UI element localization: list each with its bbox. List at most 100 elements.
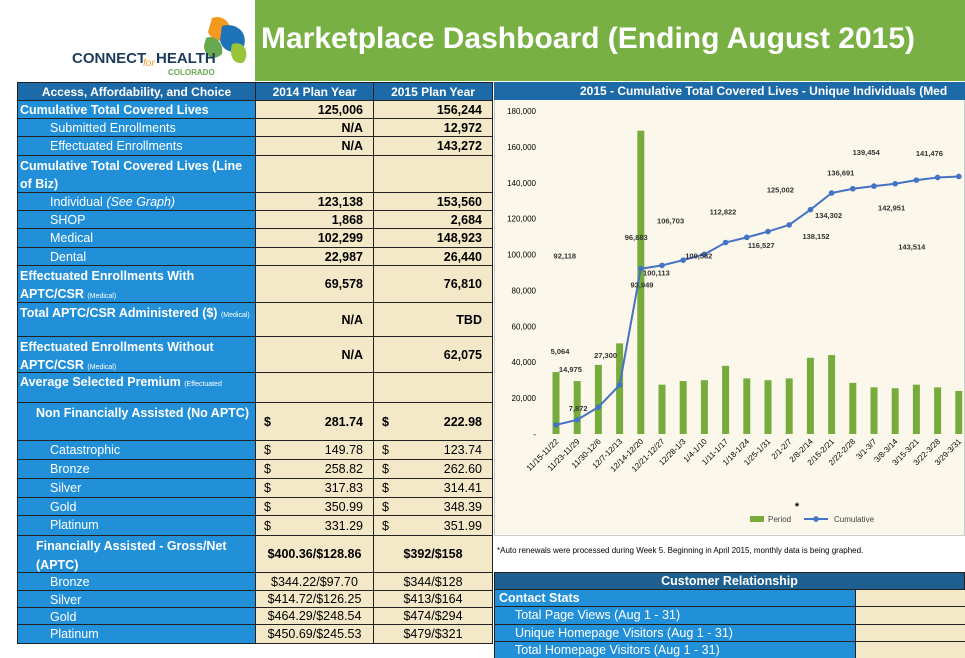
point xyxy=(595,404,602,410)
label-note: (Effectuated Enrollments) xyxy=(184,381,222,388)
bar xyxy=(891,388,899,434)
row-label: Dental xyxy=(17,247,256,266)
value-cell: 156,244 xyxy=(373,100,493,119)
value-cell: 143,272 xyxy=(373,136,493,156)
data-label: 139,454 xyxy=(853,148,881,157)
value-cell: $392/$158 xyxy=(373,535,493,573)
bar xyxy=(616,343,624,434)
section-header: Customer Relationship xyxy=(494,572,965,590)
bar xyxy=(594,364,602,434)
currency: $ xyxy=(264,443,271,457)
label-text: Platinum xyxy=(50,518,99,532)
y-tick-label: 120,000 xyxy=(507,215,536,224)
label-note: (Medical) xyxy=(87,364,117,371)
label-text: Catastrophic xyxy=(50,443,121,457)
section-label: Contact Stats xyxy=(494,589,856,607)
page-title: Marketplace Dashboard (Ending August 201… xyxy=(255,0,965,81)
value-cell xyxy=(855,589,965,607)
y-tick-label: 100,000 xyxy=(507,251,536,260)
data-label: 109,582 xyxy=(685,251,712,260)
row-label: Effectuated Enrollments With APTC/CSR (M… xyxy=(17,265,256,303)
label-text: Gold xyxy=(50,500,77,514)
value-cell: 62,075 xyxy=(373,336,493,373)
label-text: Bronze xyxy=(50,462,90,476)
bar xyxy=(934,387,942,434)
legend-label: Period xyxy=(768,515,791,524)
row-label: Total Page Views (Aug 1 - 31) xyxy=(494,606,856,625)
chart-panel xyxy=(494,82,965,536)
amount: 317.83 xyxy=(324,481,363,495)
point xyxy=(807,206,814,213)
bar xyxy=(764,380,772,434)
point xyxy=(574,417,580,423)
value-cell: $262.60 xyxy=(373,459,493,479)
bar xyxy=(722,365,730,434)
y-tick-label: 20,000 xyxy=(512,394,537,403)
amount: 149.78 xyxy=(324,443,363,457)
data-label: 134,302 xyxy=(815,211,842,220)
row-label: Total Homepage Visitors (Aug 1 - 31) xyxy=(494,641,856,658)
row-label: Total APTC/CSR Administered ($) (Medical… xyxy=(17,302,256,337)
label-text: Individual xyxy=(50,195,103,209)
currency: $ xyxy=(264,462,271,476)
label-text: Financially Assisted - Gross/Net (APTC) xyxy=(36,539,227,572)
legend-label: Cumulative xyxy=(834,515,875,524)
amount: 123.74 xyxy=(443,443,482,457)
value-cell: $474/$294 xyxy=(373,607,493,625)
point xyxy=(744,234,750,241)
label-text: Non Financially Assisted (No APTC) xyxy=(36,406,249,420)
data-label: 138,152 xyxy=(802,232,829,241)
bar xyxy=(700,380,708,434)
amount: 350.99 xyxy=(324,499,363,514)
label-text: Platinum xyxy=(50,627,99,641)
label-note: (Medical) xyxy=(220,312,250,319)
point xyxy=(659,262,665,269)
bar xyxy=(912,384,920,434)
bar xyxy=(955,390,963,434)
amount: 281.74 xyxy=(324,414,363,429)
value-cell: $450.69/$245.53 xyxy=(255,624,374,644)
data-label: 96,883 xyxy=(625,233,648,242)
currency: $ xyxy=(264,499,271,514)
currency: $ xyxy=(264,414,271,429)
label-text: Average Selected Premium xyxy=(20,375,181,389)
point xyxy=(638,265,644,272)
point xyxy=(828,190,835,196)
amount: 262.60 xyxy=(443,462,482,476)
value-cell: $281.74 xyxy=(255,402,374,441)
logo-text: COLORADO xyxy=(168,68,215,77)
value-cell: $222.98 xyxy=(373,402,493,441)
y-tick-label: 40,000 xyxy=(512,358,537,367)
value-cell xyxy=(855,606,965,625)
label-text: SHOP xyxy=(50,213,86,227)
amount: 348.39 xyxy=(443,499,482,514)
value-cell: $314.41 xyxy=(373,478,493,498)
data-label: 116,527 xyxy=(748,241,775,250)
bar xyxy=(785,378,793,434)
row-label: Individual (See Graph) xyxy=(17,192,256,211)
amount: 331.29 xyxy=(324,518,363,533)
bar xyxy=(743,378,751,434)
row-label: Average Selected Premium (Effectuated En… xyxy=(17,372,256,403)
footnote: *Auto renewals were processed during Wee… xyxy=(497,546,864,555)
row-label: Effectuated Enrollments Without APTC/CSR… xyxy=(17,336,256,373)
data-label: 100,113 xyxy=(643,268,670,277)
bar xyxy=(658,384,666,434)
point xyxy=(956,173,962,180)
label-text: Cumulative Total Covered Lives xyxy=(20,103,209,117)
point xyxy=(701,251,708,258)
data-label: 14,975 xyxy=(559,365,582,374)
currency: $ xyxy=(382,443,389,457)
chart-title: 2015 - Cumulative Total Covered Lives - … xyxy=(494,82,965,100)
logo-leaf xyxy=(204,36,223,58)
column-header: Access, Affordability, and Choice xyxy=(17,82,256,101)
data-label: 141,476 xyxy=(916,149,943,158)
data-label: 125,002 xyxy=(767,186,794,195)
currency: $ xyxy=(382,462,389,476)
point xyxy=(722,239,729,246)
value-cell xyxy=(855,641,965,658)
point xyxy=(892,180,898,187)
label-text: Effectuated Enrollments xyxy=(50,139,183,153)
